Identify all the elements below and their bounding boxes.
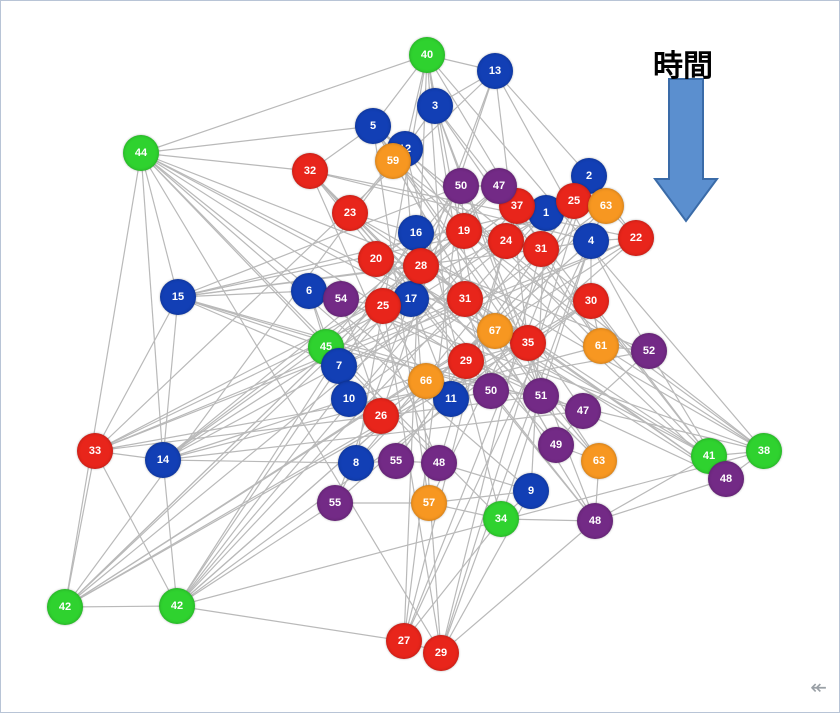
edge xyxy=(65,153,141,607)
node-n-r13[interactable]: 30 xyxy=(573,283,609,319)
node-n-p5[interactable]: 50 xyxy=(473,373,509,409)
node-n-b15[interactable]: 15 xyxy=(160,279,196,315)
node-n-p1[interactable]: 50 xyxy=(443,168,479,204)
edge xyxy=(177,299,411,606)
node-n-b14[interactable]: 14 xyxy=(145,442,181,478)
node-n-r4[interactable]: 25 xyxy=(556,183,592,219)
node-n-p3[interactable]: 54 xyxy=(323,281,359,317)
node-n-p8[interactable]: 55 xyxy=(378,443,414,479)
node-n-r11[interactable]: 25 xyxy=(365,288,401,324)
node-n-o6[interactable]: 63 xyxy=(581,443,617,479)
edge xyxy=(601,346,764,451)
node-n-bl-green-1[interactable]: 42 xyxy=(47,589,83,625)
node-n-r1[interactable]: 32 xyxy=(292,153,328,189)
node-n-p12[interactable]: 48 xyxy=(577,503,613,539)
node-n-p2[interactable]: 47 xyxy=(481,168,517,204)
node-n-o4[interactable]: 61 xyxy=(583,328,619,364)
node-n-b3[interactable]: 5 xyxy=(355,108,391,144)
node-n-b2[interactable]: 3 xyxy=(417,88,453,124)
node-n-r33[interactable]: 33 xyxy=(77,433,113,469)
node-n-o1[interactable]: 59 xyxy=(375,143,411,179)
node-n-p9[interactable]: 49 xyxy=(538,427,574,463)
edge xyxy=(177,606,404,641)
edge xyxy=(177,503,335,606)
edge xyxy=(441,521,595,653)
node-n-p4[interactable]: 52 xyxy=(631,333,667,369)
node-n-r5[interactable]: 22 xyxy=(618,220,654,256)
node-n-p7[interactable]: 47 xyxy=(565,393,601,429)
node-n-o3[interactable]: 67 xyxy=(477,313,513,349)
node-n-r8[interactable]: 31 xyxy=(523,231,559,267)
node-n-r15[interactable]: 29 xyxy=(448,343,484,379)
node-n-b7[interactable]: 16 xyxy=(398,215,434,251)
node-n-r12[interactable]: 31 xyxy=(447,281,483,317)
edge xyxy=(141,126,373,153)
node-n-b13[interactable]: 8 xyxy=(338,445,374,481)
node-n-r10[interactable]: 28 xyxy=(403,248,439,284)
node-n-b10[interactable]: 7 xyxy=(321,348,357,384)
node-n-r2[interactable]: 23 xyxy=(332,195,368,231)
node-n-bl-green-2[interactable]: 42 xyxy=(159,588,195,624)
edge xyxy=(591,301,709,456)
node-n-o5[interactable]: 66 xyxy=(408,363,444,399)
node-n-b11[interactable]: 10 xyxy=(331,381,367,417)
node-n-r9[interactable]: 20 xyxy=(358,241,394,277)
node-n-right-green-2[interactable]: 38 xyxy=(746,433,782,469)
edge xyxy=(595,479,726,521)
edge xyxy=(141,153,310,171)
node-n-p13[interactable]: 48 xyxy=(708,461,744,497)
network-canvas: 時間 4044424241384534133512211646157101711… xyxy=(0,0,840,713)
edge xyxy=(495,71,589,176)
node-n-r14[interactable]: 35 xyxy=(510,325,546,361)
node-n-r27[interactable]: 27 xyxy=(386,623,422,659)
node-n-p11[interactable]: 55 xyxy=(317,485,353,521)
node-n-top-green[interactable]: 40 xyxy=(409,37,445,73)
node-n-r29[interactable]: 29 xyxy=(423,635,459,671)
time-arrow xyxy=(655,79,717,221)
node-n-r6[interactable]: 19 xyxy=(446,213,482,249)
time-label: 時間 xyxy=(653,41,713,85)
node-n-low-green[interactable]: 34 xyxy=(483,501,519,537)
edge xyxy=(141,153,163,460)
node-n-r7[interactable]: 24 xyxy=(488,223,524,259)
node-n-p6[interactable]: 51 xyxy=(523,378,559,414)
node-n-left-green[interactable]: 44 xyxy=(123,135,159,171)
footer-back-glyph: ↞ xyxy=(810,675,827,700)
node-n-b8[interactable]: 4 xyxy=(573,223,609,259)
node-n-p10[interactable]: 48 xyxy=(421,445,457,481)
node-n-o7[interactable]: 57 xyxy=(411,485,447,521)
node-n-b16[interactable]: 9 xyxy=(513,473,549,509)
node-n-r16[interactable]: 26 xyxy=(363,398,399,434)
node-n-o2[interactable]: 63 xyxy=(588,188,624,224)
node-n-b9[interactable]: 6 xyxy=(291,273,327,309)
node-n-b1[interactable]: 13 xyxy=(477,53,513,89)
